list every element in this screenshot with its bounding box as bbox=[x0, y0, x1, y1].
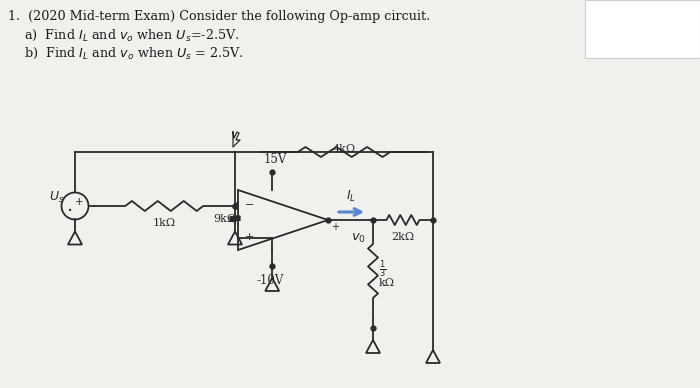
Text: $+$: $+$ bbox=[244, 232, 254, 242]
Text: 9kΩ: 9kΩ bbox=[213, 214, 236, 224]
Text: +: + bbox=[75, 197, 83, 207]
Text: a)  Find $I_L$ and $v_o$ when $U_s$=-2.5V.: a) Find $I_L$ and $v_o$ when $U_s$=-2.5V… bbox=[8, 28, 239, 43]
Text: +: + bbox=[331, 222, 339, 232]
Text: 1.  (2020 Mid-term Exam) Consider the following Op-amp circuit.: 1. (2020 Mid-term Exam) Consider the fol… bbox=[8, 10, 430, 23]
Text: $U_s$: $U_s$ bbox=[49, 189, 65, 204]
Text: 1kΩ: 1kΩ bbox=[153, 218, 176, 228]
Text: b)  Find $I_L$ and $v_o$ when $U_s$ = 2.5V.: b) Find $I_L$ and $v_o$ when $U_s$ = 2.5… bbox=[8, 46, 244, 61]
Text: 15V: 15V bbox=[263, 154, 287, 166]
Text: $v_0$: $v_0$ bbox=[351, 232, 367, 244]
Text: 2kΩ: 2kΩ bbox=[391, 232, 414, 242]
Text: -10V: -10V bbox=[256, 274, 284, 286]
Text: $I_L$: $I_L$ bbox=[346, 189, 356, 204]
Text: $\frac{1}{3}$: $\frac{1}{3}$ bbox=[379, 258, 386, 280]
Text: ·: · bbox=[67, 203, 73, 222]
FancyBboxPatch shape bbox=[585, 0, 700, 58]
Text: $-$: $-$ bbox=[244, 198, 254, 208]
Text: kΩ: kΩ bbox=[379, 278, 395, 288]
Polygon shape bbox=[233, 132, 240, 147]
Text: 4kΩ: 4kΩ bbox=[332, 144, 356, 154]
